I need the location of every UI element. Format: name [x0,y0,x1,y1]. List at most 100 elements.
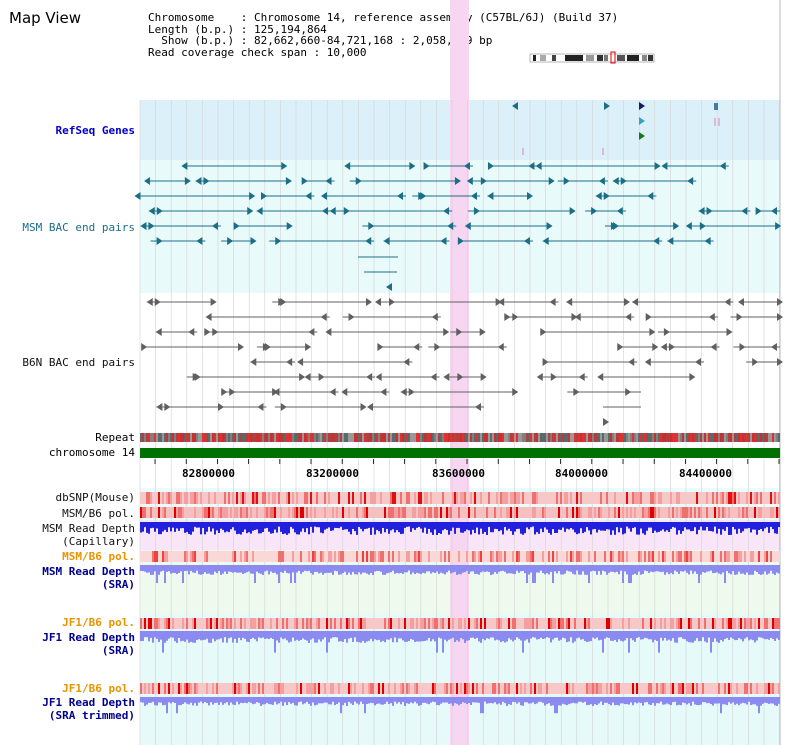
jf1-depth-sra-bar [372,631,374,642]
jf1-b6-pol-cell [626,618,628,629]
dbsnp-cell [772,492,774,504]
jf1-depth-sra-bar [212,631,214,639]
repeat-block [452,433,454,442]
chromosome-info: Chromosome : Chromosome 14, reference as… [148,12,618,58]
msm-depth-sra-bar [502,565,504,571]
b6n-bac-end [325,328,332,336]
dbsnp-cell [702,492,704,504]
msm-b6-pol-sra-cell [538,551,540,562]
jf1-depth-sra-bar [388,631,390,640]
msm-depth-sra-bar [408,565,410,571]
msm-depth-sra-bar [210,565,212,575]
jf1-b6-pol-cell [744,618,746,629]
jf1-depth-trim-bar [656,697,658,704]
b6n-bac-end-pairs-label[interactable]: B6N BAC end pairs [22,356,135,369]
jf1-depth-trim-bar [666,697,668,704]
msm-depth-sra-bar [416,565,418,573]
msm-depth-capillary-bar [610,522,612,535]
msm-bac-end-pairs-label[interactable]: MSM BAC end pairs [22,221,135,234]
b6n-bac-end [375,373,382,381]
jf1-depth-trim-bar [232,697,234,705]
msm-depth-capillary-bar [666,522,668,531]
jf1-depth-sra-bar [754,631,756,643]
msm-depth-capillary-bar [242,522,244,532]
msm-b6-pol-sra-cell [738,551,740,562]
jf1-depth-trim-bar [408,697,410,704]
msm-depth-capillary-bar [164,522,166,530]
msm-depth-capillary-bar [162,522,164,532]
dbsnp-cell [456,492,458,504]
msm-bac-end [685,222,692,230]
msm-b6-pol-cell [494,507,496,518]
jf1-b6-pol-trim-cell [454,683,456,694]
dbsnp-cell [710,492,712,504]
msm-depth-capillary-bar [668,522,670,532]
jf1-b6-pol-cell [356,618,358,629]
jf1-depth-trim-bar [334,697,336,706]
jf1-b6-pol-cell [604,618,606,629]
jf1-depth-trim-bar [188,697,190,705]
repeat-block [504,433,506,442]
msm-b6-pol-cell [736,507,738,518]
jf1-depth-sra-bar [642,631,644,640]
msm-b6-pol-cell [212,507,214,518]
msm-b6-pol-sra-cell [774,551,776,562]
refseq-genes-label[interactable]: RefSeq Genes [55,124,135,137]
repeat-block [622,433,624,442]
jf1-b6-pol-trim-cell [628,683,630,694]
jf1-b6-pol-cell [222,618,224,629]
msm-b6-pol-sra-cell [720,551,722,562]
repeat-block [274,433,276,442]
msm-depth-capillary-bar [680,522,682,534]
repeat-block [478,433,480,442]
jf1-b6-pol-cell [576,618,578,629]
msm-b6-pol-sra-cell [178,551,180,562]
msm-b6-pol-sra-cell [416,551,418,562]
jf1-b6-pol-trim-cell [448,683,450,694]
jf1-depth-trim-bar [204,697,206,703]
msm-depth-sra-bar [446,565,448,573]
repeat-block [732,433,734,442]
dbsnp-cell [756,492,758,504]
msm-depth-capillary-bar [654,522,656,531]
dbsnp-cell [252,492,254,504]
msm-depth-capillary-bar [342,522,344,530]
msm-depth-capillary-bar [160,522,162,535]
msm-b6-pol-cell [698,507,700,518]
axis-tick-label: 84000000 [555,467,608,480]
msm-b6-pol-sra-cell [528,551,530,562]
msm-b6-pol-sra-cell [434,551,436,562]
msm-b6-pol-cell [440,507,442,518]
msm-b6-pol-sra-cell [662,551,664,562]
jf1-b6-pol-cell [322,618,324,629]
jf1-depth-trim-bar [406,697,408,704]
jf1-depth-sra-bar [416,631,418,642]
jf1-b6-pol-trim-cell [292,683,294,694]
msm-b6-pol-sra-cell [526,551,528,562]
jf1-b6-pol-cell [572,618,574,629]
jf1-b6-pol-cell [158,618,160,629]
msm-b6-pol-sra-cell [428,551,430,562]
msm-b6-pol-cell [656,507,658,518]
dbsnp-cell [484,492,486,504]
jf1-depth-sra-bar [246,631,248,642]
jf1-b6-pol-trim-cell [734,683,736,694]
jf1-depth-sra-bar [710,631,712,653]
jf1-b6-pol-cell [756,618,758,629]
msm-depth-sra-bar [262,565,264,575]
msm-b6-pol-sra-cell [276,551,278,562]
jf1-depth-trim-bar [478,697,480,703]
jf1-b6-pol-cell [418,618,420,629]
jf1-depth-sra-bar [604,631,606,639]
msm-b6-pol-sra-cell [230,551,232,562]
jf1-depth-sra-bar [530,631,532,639]
msm-b6-pol-sra-cell [232,551,234,562]
jf1-b6-pol-cell [736,618,738,629]
repeat-block [618,433,620,442]
msm-b6-pol-sra-cell [658,551,660,562]
msm-b6-pol-sra-cell [226,551,228,562]
b6n-bac-end [273,388,280,396]
msm-b6-pol-sra-cell [156,551,158,562]
msm-depth-sra-bar [572,565,574,574]
